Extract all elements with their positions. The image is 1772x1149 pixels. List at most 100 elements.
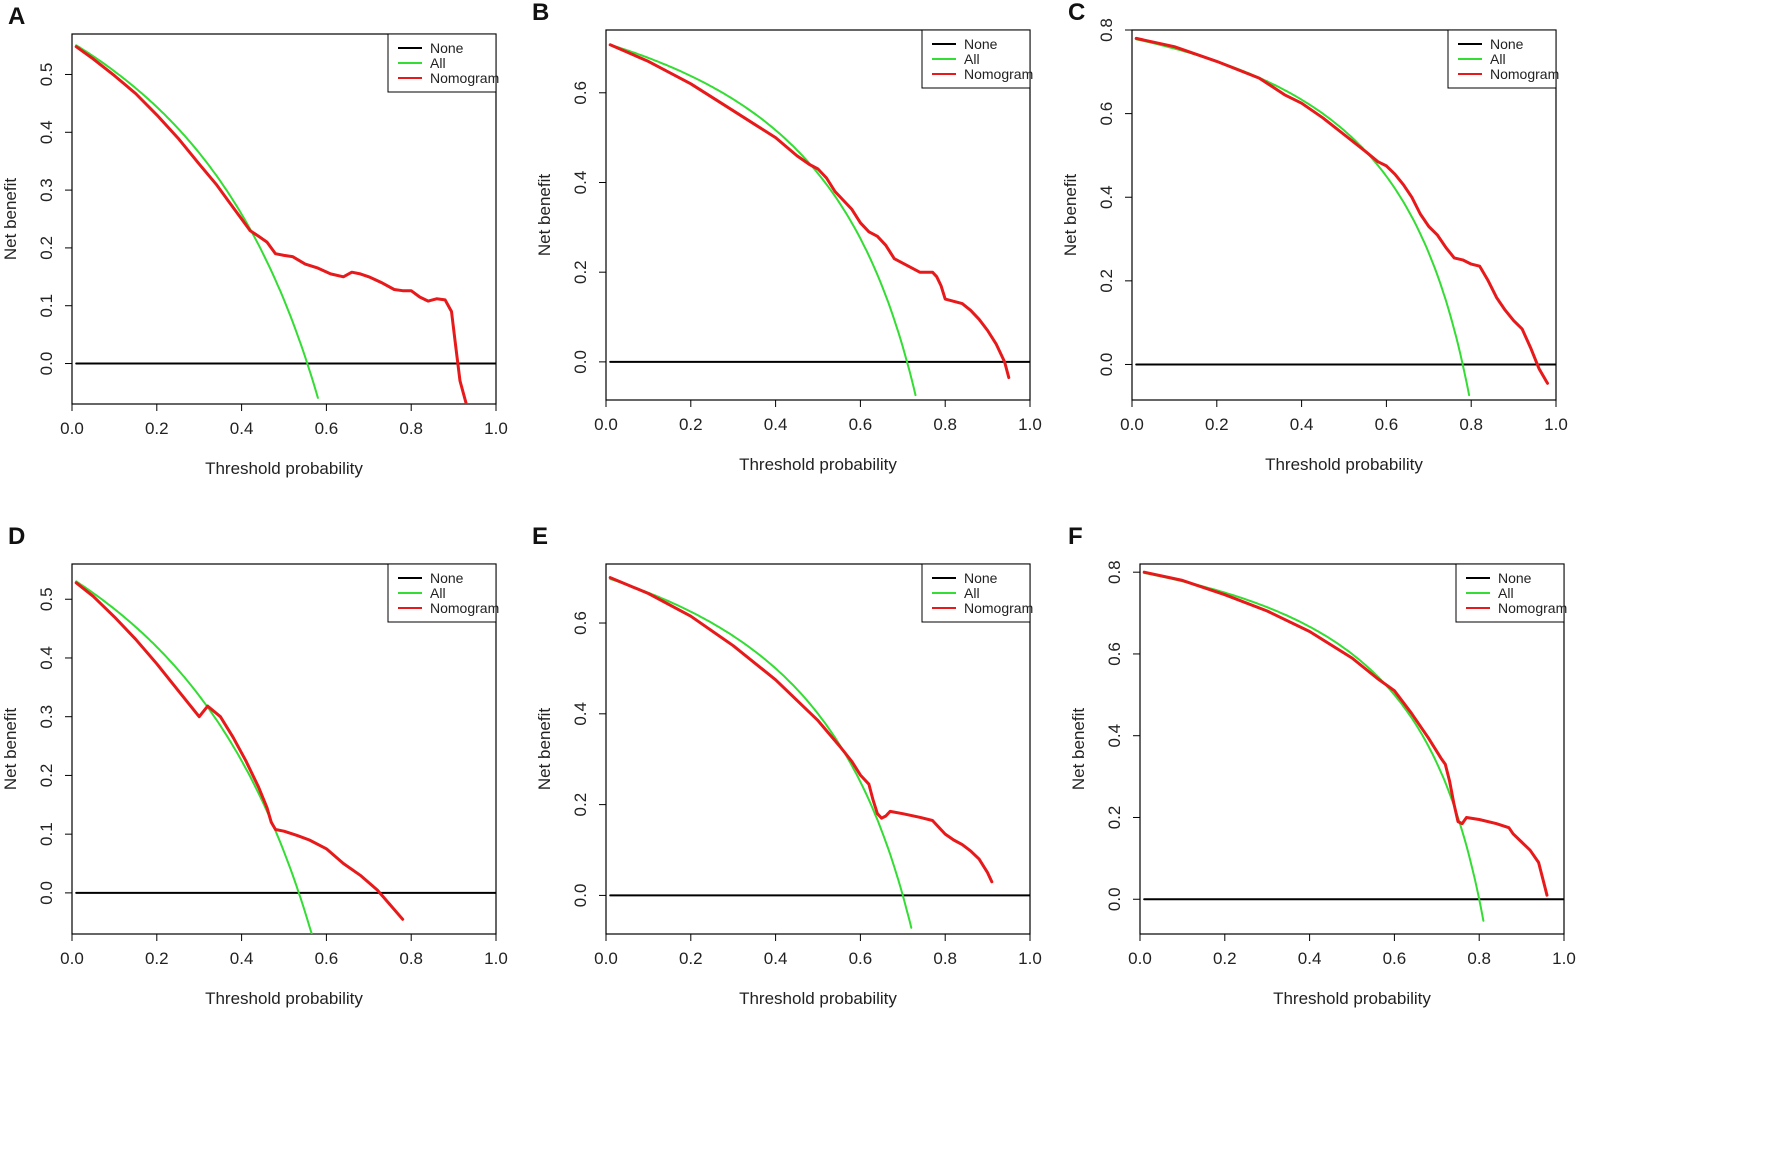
legend-label-nomogram: Nomogram <box>430 70 499 86</box>
x-tick-label: 0.4 <box>764 949 788 968</box>
series-line-nomogram <box>74 45 468 404</box>
legend-label-nomogram: Nomogram <box>964 66 1033 82</box>
y-tick-label: 0.0 <box>37 352 56 376</box>
y-tick-label: 0.0 <box>1097 353 1116 377</box>
y-tick-label: 0.8 <box>1105 560 1124 584</box>
y-tick-label: 0.3 <box>37 178 56 202</box>
x-tick-label: 0.4 <box>230 419 254 438</box>
y-tick-label: 0.2 <box>37 236 56 260</box>
x-tick-label: 0.6 <box>849 949 873 968</box>
x-tick-label: 0.4 <box>1290 415 1314 434</box>
x-tick-label: 0.8 <box>933 415 957 434</box>
y-axis-title: Net benefit <box>1 708 20 790</box>
series-line-nomogram <box>74 581 405 921</box>
x-tick-label: 0.6 <box>315 949 339 968</box>
y-axis-title: Net benefit <box>1061 174 1080 256</box>
y-tick-label: 0.6 <box>571 81 590 105</box>
legend-label-none: None <box>430 570 464 586</box>
x-tick-label: 0.6 <box>849 415 873 434</box>
legend-label-none: None <box>430 40 464 56</box>
x-tick-label: 0.6 <box>315 419 339 438</box>
x-tick-label: 1.0 <box>1552 949 1576 968</box>
legend-label-none: None <box>964 570 998 586</box>
y-tick-label: 0.2 <box>571 793 590 817</box>
y-tick-label: 0.1 <box>37 294 56 318</box>
x-tick-label: 0.6 <box>1375 415 1399 434</box>
legend-label-nomogram: Nomogram <box>964 600 1033 616</box>
y-tick-label: 0.4 <box>571 702 590 726</box>
y-tick-label: 0.4 <box>37 646 56 670</box>
y-axis-title: Net benefit <box>535 174 554 256</box>
plot-frame <box>1131 29 1557 401</box>
y-tick-label: 0.4 <box>37 120 56 144</box>
series-group <box>1134 36 1556 397</box>
x-tick-label: 1.0 <box>1544 415 1568 434</box>
y-tick-label: 0.0 <box>37 881 56 905</box>
x-tick-label: 1.0 <box>1018 415 1042 434</box>
x-tick-label: 0.8 <box>399 419 423 438</box>
x-tick-label: 0.2 <box>679 949 703 968</box>
x-tick-label: 1.0 <box>484 419 508 438</box>
x-tick-label: 0.6 <box>1383 949 1407 968</box>
panel-letter: E <box>532 523 548 550</box>
panel-letter: F <box>1068 523 1083 550</box>
x-tick-label: 0.2 <box>1205 415 1229 434</box>
panel-letter: A <box>8 3 25 30</box>
x-tick-label: 0.8 <box>1467 949 1491 968</box>
legend-label-all: All <box>430 55 446 71</box>
plot-frame <box>71 33 497 405</box>
x-tick-label: 0.8 <box>1459 415 1483 434</box>
y-tick-label: 0.8 <box>1097 18 1116 42</box>
series-line-nomogram <box>608 576 994 884</box>
legend-label-none: None <box>1498 570 1532 586</box>
x-tick-label: 0.0 <box>1128 949 1152 968</box>
x-tick-label: 0.2 <box>145 419 169 438</box>
series-line-all <box>609 578 913 929</box>
series-group <box>608 576 1030 929</box>
plot-frame <box>71 563 497 935</box>
panel-e: E 0.0 0.2 0.4 0.6 0.8 1.0 0.0 0.2 0.4 0.6 Threshold… <box>532 523 1042 1008</box>
y-tick-label: 0.2 <box>1097 269 1116 293</box>
x-tick-label: 1.0 <box>484 949 508 968</box>
legend-label-none: None <box>964 36 998 52</box>
y-tick-label: 0.3 <box>37 705 56 729</box>
y-tick-label: 0.4 <box>1097 185 1116 209</box>
legend-label-nomogram: Nomogram <box>430 600 499 616</box>
x-tick-label: 0.4 <box>764 415 788 434</box>
panel-letter: B <box>532 0 549 26</box>
series-line-nomogram <box>1134 36 1549 385</box>
y-axis-title: Net benefit <box>535 708 554 790</box>
plot-frame <box>605 29 1031 401</box>
y-tick-label: 0.0 <box>571 884 590 908</box>
x-tick-label: 0.4 <box>1298 949 1322 968</box>
y-tick-label: 0.6 <box>571 611 590 635</box>
panel-letter: C <box>1068 0 1085 26</box>
x-tick-label: 0.2 <box>145 949 169 968</box>
series-line-all <box>75 580 313 934</box>
series-group <box>608 43 1030 397</box>
x-axis-title: Threshold probability <box>205 459 363 478</box>
series-line-nomogram <box>608 43 1011 380</box>
x-tick-label: 0.4 <box>230 949 254 968</box>
legend-label-nomogram: Nomogram <box>1498 600 1567 616</box>
x-axis-title: Threshold probability <box>1265 455 1423 474</box>
y-tick-label: 0.2 <box>571 260 590 284</box>
panel-a: A 0.0 0.2 0.4 0.6 0.8 1.0 0.0 0.1 0.2 0.3 0.4 0.5 Thr… <box>1 3 508 478</box>
y-tick-label: 0.6 <box>1097 102 1116 126</box>
series-group <box>74 44 496 404</box>
y-axis-title: Net benefit <box>1069 708 1088 790</box>
legend-label-all: All <box>1490 51 1506 67</box>
x-axis-title: Threshold probability <box>205 989 363 1008</box>
x-tick-label: 0.2 <box>1213 949 1237 968</box>
y-tick-label: 0.5 <box>37 587 56 611</box>
y-tick-label: 0.5 <box>37 63 56 87</box>
legend-label-all: All <box>964 585 980 601</box>
series-group <box>74 580 496 934</box>
x-tick-label: 0.0 <box>1120 415 1144 434</box>
